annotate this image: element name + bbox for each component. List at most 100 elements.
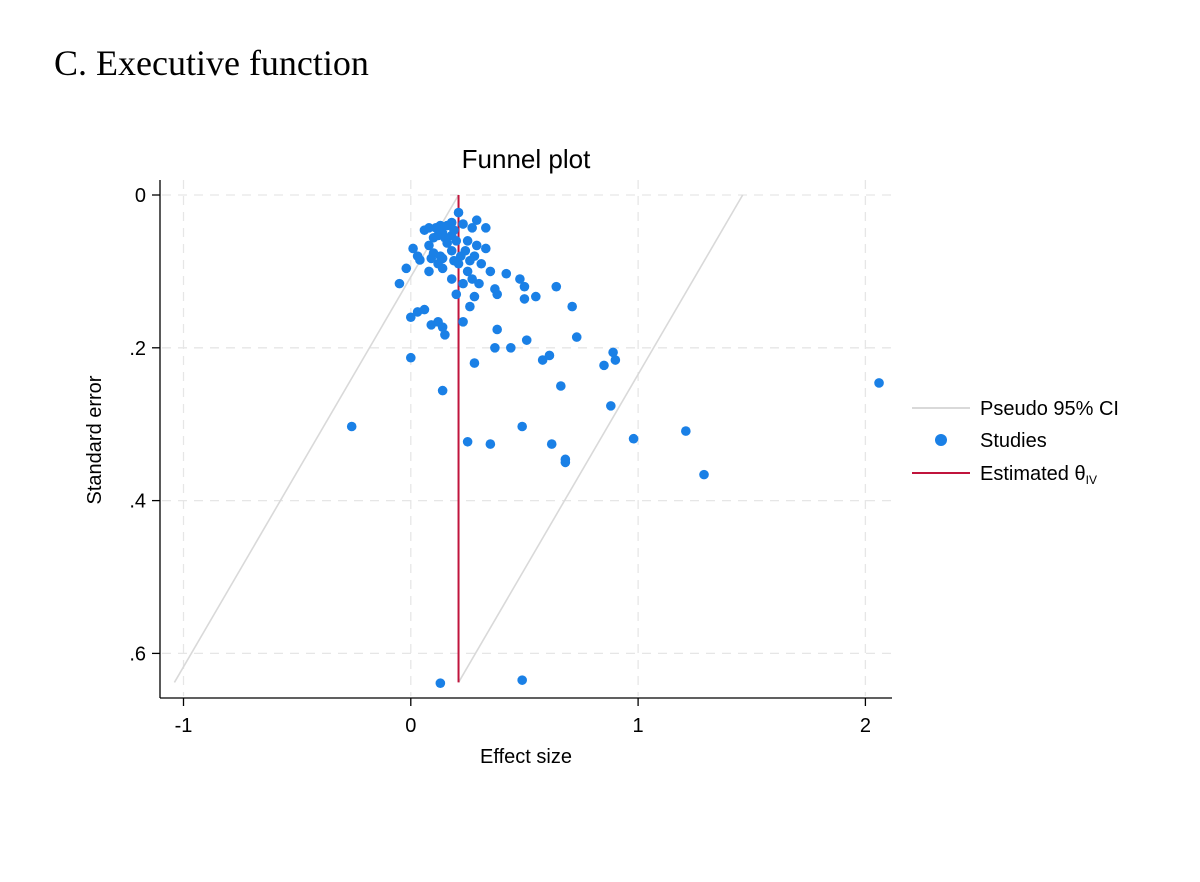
study-point xyxy=(519,281,530,292)
study-point xyxy=(874,378,884,388)
x-tick-label: 2 xyxy=(860,715,871,737)
study-points xyxy=(346,207,884,688)
study-point xyxy=(471,240,482,251)
x-tick-label: -1 xyxy=(175,715,193,737)
study-point xyxy=(485,439,496,449)
study-point xyxy=(424,266,434,277)
legend-studies-swatch xyxy=(935,434,947,446)
x-tick-label: 0 xyxy=(405,715,416,737)
study-point xyxy=(462,436,473,447)
legend-estimate-label: Estimated θIV xyxy=(980,463,1097,487)
y-tick-label: 0 xyxy=(135,185,146,207)
x-axis-label: Effect size xyxy=(480,746,572,768)
study-point xyxy=(481,223,491,233)
study-point xyxy=(435,678,446,688)
study-point xyxy=(492,324,502,335)
study-point xyxy=(462,266,473,277)
study-point xyxy=(456,251,466,261)
study-point xyxy=(501,268,512,279)
y-tick-label: .2 xyxy=(129,338,146,360)
study-point xyxy=(519,294,530,304)
study-point xyxy=(453,258,464,269)
study-point xyxy=(571,332,582,342)
study-point xyxy=(451,236,462,246)
legend-ci-label: Pseudo 95% CI xyxy=(980,398,1119,420)
study-point xyxy=(560,457,571,468)
study-point xyxy=(490,343,500,353)
study-point xyxy=(424,240,434,251)
study-point xyxy=(446,274,457,284)
study-point xyxy=(506,343,516,353)
study-point xyxy=(556,381,566,391)
study-point xyxy=(474,278,484,289)
y-tick-label: .6 xyxy=(129,643,146,665)
x-tick-label: 1 xyxy=(633,715,644,737)
study-point xyxy=(699,469,709,480)
grid-lines xyxy=(162,180,892,696)
study-point xyxy=(537,355,548,365)
study-point xyxy=(608,347,618,358)
study-point xyxy=(492,289,502,300)
study-point xyxy=(406,312,416,323)
study-point xyxy=(546,439,557,449)
study-point xyxy=(462,236,473,246)
study-point xyxy=(394,278,405,289)
study-point xyxy=(515,274,525,284)
study-point xyxy=(544,350,555,361)
study-point xyxy=(446,245,457,256)
study-point xyxy=(346,421,357,432)
y-axis-label: Standard error xyxy=(84,375,106,504)
study-point xyxy=(458,278,468,289)
study-point xyxy=(415,255,425,265)
study-point xyxy=(476,258,487,269)
study-point xyxy=(610,355,621,365)
study-point xyxy=(426,253,437,264)
study-point xyxy=(485,266,496,277)
panel-title: C. Executive function xyxy=(54,43,369,83)
study-point xyxy=(567,301,577,312)
study-point xyxy=(469,291,480,302)
study-point xyxy=(419,304,430,315)
axes: -1 0 1 2 0 .2 .4 .6 xyxy=(129,180,892,737)
study-point xyxy=(517,421,527,432)
study-point xyxy=(551,281,562,292)
study-point xyxy=(606,401,616,411)
study-point xyxy=(437,263,448,274)
study-point xyxy=(467,274,477,284)
study-point xyxy=(458,219,468,229)
study-point xyxy=(517,675,527,685)
study-point xyxy=(599,360,609,371)
study-point xyxy=(531,291,541,302)
study-point xyxy=(442,238,452,248)
ci-line xyxy=(457,194,744,683)
study-point xyxy=(471,215,482,226)
study-point xyxy=(458,317,468,327)
study-point xyxy=(401,263,412,274)
study-point xyxy=(406,352,416,363)
legend-studies-label: Studies xyxy=(980,430,1047,452)
y-tick-label: .4 xyxy=(129,491,146,513)
study-point xyxy=(428,232,439,243)
study-point xyxy=(453,207,464,218)
study-point xyxy=(451,289,462,300)
study-point xyxy=(437,322,448,332)
ci-line xyxy=(173,194,460,683)
study-point xyxy=(437,385,448,396)
study-point xyxy=(465,255,475,266)
study-point xyxy=(440,330,450,340)
study-point xyxy=(465,301,475,312)
study-point xyxy=(431,223,441,233)
study-point xyxy=(628,433,639,444)
study-point xyxy=(467,223,477,233)
study-point xyxy=(408,243,418,254)
study-point xyxy=(469,358,480,368)
study-point xyxy=(442,220,452,231)
study-point xyxy=(681,426,691,436)
study-point xyxy=(419,225,430,235)
chart-title: Funnel plot xyxy=(462,144,591,174)
study-point xyxy=(521,335,532,345)
study-point xyxy=(426,320,437,330)
legend: Pseudo 95% CI Studies Estimated θIV xyxy=(912,398,1119,487)
pseudo-ci-lines xyxy=(173,194,744,683)
